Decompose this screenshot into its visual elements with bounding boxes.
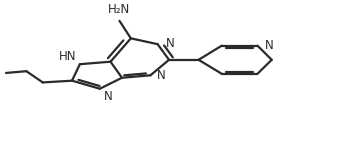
Text: N: N <box>165 36 174 50</box>
Text: HN: HN <box>59 50 76 63</box>
Text: N: N <box>265 39 274 52</box>
Text: N: N <box>104 90 113 103</box>
Text: H₂N: H₂N <box>108 3 131 16</box>
Text: N: N <box>157 69 166 82</box>
